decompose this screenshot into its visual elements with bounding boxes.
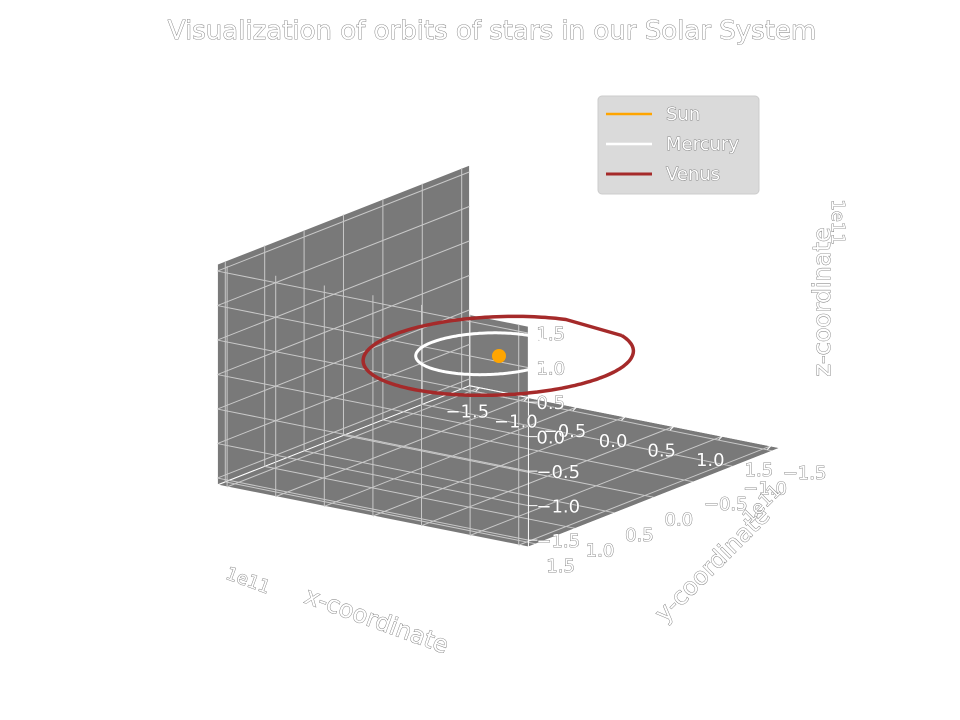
x-offset-text: 1e11: [223, 563, 273, 598]
chart-title: Visualization of orbits of stars in our …: [168, 16, 816, 46]
tick-labels: −1.5−1.5−1.5−1.0−1.0−1.0−0.5−0.5−0.50.00…: [445, 324, 827, 578]
sun-point: [492, 349, 506, 363]
legend-label-venus: Venus: [666, 164, 720, 185]
y-tick: [536, 543, 543, 548]
x-axis-label: x-coordinate: [301, 582, 452, 660]
y-tick: [693, 481, 701, 486]
x-tick-label: 0.0: [599, 431, 628, 452]
grid-left-z: [217, 274, 470, 376]
venus-orbit-line: [361, 314, 636, 398]
z-tick-label: 0.0: [536, 428, 565, 449]
series-layer: [361, 314, 636, 398]
y-tick: [654, 496, 662, 502]
grid-floor-y: [343, 434, 655, 498]
grid-floor-y: [264, 465, 576, 529]
legend: Sun Mercury Venus: [597, 95, 760, 195]
x-tick: [669, 426, 675, 431]
y-tick-label: 1.0: [586, 540, 615, 561]
x-tick: [621, 416, 626, 421]
z-tick-label: −0.5: [536, 462, 580, 483]
y-tick-label: 1.5: [546, 556, 575, 577]
grid-back-z: [217, 339, 529, 403]
z-tick-label: 0.5: [536, 393, 565, 414]
x-tick: [523, 397, 529, 402]
grid-left-z: [217, 171, 470, 272]
grid-back-z: [217, 374, 529, 438]
x-tick-label: 1.0: [696, 450, 725, 471]
y-tick: [772, 450, 780, 455]
grid-floor-x: [518, 445, 772, 546]
legend-label-sun: Sun: [666, 104, 700, 125]
x-tick-label: 0.5: [647, 441, 676, 462]
y-tick-label: 0.5: [625, 525, 654, 546]
z-offset-text: 1e11: [827, 199, 848, 244]
grid-left-z: [217, 205, 470, 307]
z-tick-label: −1.0: [536, 497, 580, 518]
y-tick: [575, 527, 583, 533]
grid-back-z: [217, 305, 529, 369]
y-tick-label: −0.5: [704, 494, 748, 515]
x-tick-label: −1.5: [445, 402, 489, 423]
x-tick-label: −1.0: [494, 411, 538, 432]
grid-floor-x: [469, 435, 723, 536]
x-tick: [718, 435, 723, 441]
z-axis-label: z-coordinate: [808, 227, 836, 376]
x-tick: [475, 387, 480, 392]
x-tick-label: 1.5: [745, 460, 774, 481]
legend-label-mercury: Mercury: [666, 134, 739, 155]
y-tick: [733, 465, 740, 471]
mercury-orbit-line: [414, 331, 562, 377]
x-tick: [572, 406, 577, 412]
z-tick-label: −1.5: [536, 531, 580, 552]
grid-back-z: [217, 270, 529, 334]
x-tick: [766, 445, 772, 450]
grid-left-z: [217, 240, 470, 341]
y-tick: [614, 512, 622, 517]
x-tick-label: −0.5: [543, 421, 587, 442]
grid-floor-y: [303, 450, 616, 514]
legend-box: [597, 95, 760, 195]
y-tick-label: 0.0: [665, 509, 694, 530]
grid-floor-x: [421, 426, 674, 527]
y-tick-label: −1.5: [783, 463, 827, 484]
grid-floor-y: [225, 481, 537, 545]
y-tick-label: −1.0: [743, 478, 787, 499]
